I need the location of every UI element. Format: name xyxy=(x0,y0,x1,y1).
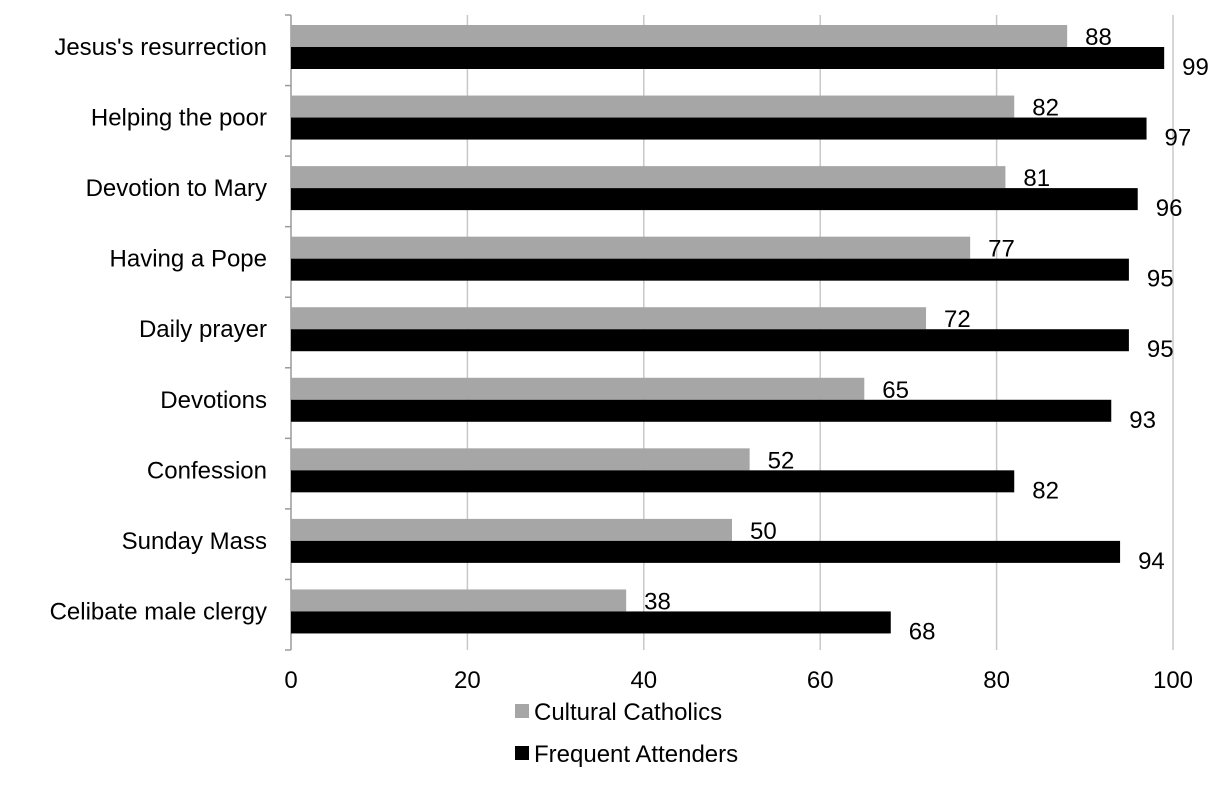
legend-swatch xyxy=(515,704,529,718)
data-label-cultural-catholics: 82 xyxy=(1032,95,1059,122)
x-tick-label: 80 xyxy=(983,667,1010,694)
category-label: Jesus's resurrection xyxy=(54,34,267,61)
legend-swatch xyxy=(515,746,529,760)
data-label-frequent-attenders: 99 xyxy=(1182,54,1209,81)
data-label-cultural-catholics: 81 xyxy=(1023,165,1050,192)
category-label: Sunday Mass xyxy=(122,528,267,555)
category-label: Devotion to Mary xyxy=(86,175,267,202)
legend: Cultural Catholics Frequent Attenders xyxy=(515,699,738,768)
x-tick-label: 0 xyxy=(284,667,297,694)
bar-frequent-attenders xyxy=(291,117,1147,140)
bar-cultural-catholics xyxy=(291,236,971,259)
data-label-frequent-attenders: 95 xyxy=(1147,336,1174,363)
data-label-frequent-attenders: 96 xyxy=(1156,195,1183,222)
data-label-cultural-catholics: 50 xyxy=(750,518,777,545)
legend-label: Frequent Attenders xyxy=(534,741,738,768)
category-label: Helping the poor xyxy=(91,105,267,132)
data-label-cultural-catholics: 38 xyxy=(644,588,671,615)
data-label-cultural-catholics: 72 xyxy=(944,306,971,333)
data-label-cultural-catholics: 52 xyxy=(768,447,795,474)
x-tick-label: 40 xyxy=(630,667,657,694)
bar-cultural-catholics xyxy=(291,377,865,400)
bar-frequent-attenders xyxy=(291,329,1129,352)
bar-frequent-attenders xyxy=(291,47,1165,69)
data-label-cultural-catholics: 77 xyxy=(988,236,1015,263)
data-label-frequent-attenders: 93 xyxy=(1129,407,1156,434)
category-labels: Jesus's resurrection Helping the poor Devo… xyxy=(50,34,267,625)
bar-cultural-catholics xyxy=(291,166,1006,189)
category-label: Celibate male clergy xyxy=(50,598,267,625)
bar-frequent-attenders xyxy=(291,188,1138,211)
x-tick-label: 20 xyxy=(454,667,481,694)
bar-frequent-attenders xyxy=(291,611,891,634)
data-label-cultural-catholics: 65 xyxy=(882,377,909,404)
bar-cultural-catholics xyxy=(291,589,627,612)
data-label-frequent-attenders: 97 xyxy=(1165,125,1192,152)
category-label: Having a Pope xyxy=(110,246,267,273)
data-label-frequent-attenders: 94 xyxy=(1138,548,1165,575)
data-label-frequent-attenders: 68 xyxy=(909,618,936,645)
data-label-frequent-attenders: 82 xyxy=(1032,477,1059,504)
bar-frequent-attenders xyxy=(291,399,1112,422)
bar-cultural-catholics xyxy=(291,25,1068,47)
x-tick-label: 60 xyxy=(807,667,834,694)
category-label: Confession xyxy=(147,457,267,484)
category-label: Daily prayer xyxy=(139,316,267,343)
bars-layer xyxy=(291,25,1165,634)
bar-frequent-attenders xyxy=(291,258,1129,281)
bar-frequent-attenders xyxy=(291,540,1121,563)
data-label-frequent-attenders: 95 xyxy=(1147,266,1174,293)
legend-label: Cultural Catholics xyxy=(534,699,722,726)
bar-cultural-catholics xyxy=(291,518,732,541)
x-axis-tick-labels: 0 20 40 60 80 100 xyxy=(284,667,1193,694)
bar-cultural-catholics xyxy=(291,307,927,330)
value-labels: 88 99 82 97 81 96 77 95 72 95 65 93 52 82 50 94 38 68 xyxy=(644,24,1209,645)
bar-cultural-catholics xyxy=(291,95,1015,118)
bar-frequent-attenders xyxy=(291,470,1015,493)
x-tick-label: 100 xyxy=(1153,667,1193,694)
category-label: Devotions xyxy=(160,387,267,414)
bar-cultural-catholics xyxy=(291,448,750,471)
data-label-cultural-catholics: 88 xyxy=(1085,24,1112,51)
